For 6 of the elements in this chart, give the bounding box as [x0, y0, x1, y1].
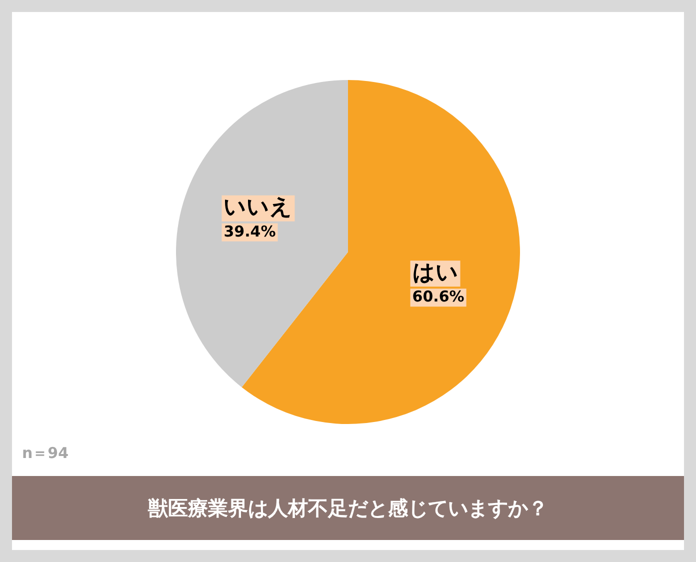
slice-label: はい	[412, 260, 458, 286]
data-label: 60.6%	[412, 288, 464, 306]
slice-label: いいえ	[224, 195, 293, 220]
text: 獣医療業界は人材不足だと感じていますか？	[12, 476, 684, 540]
text: n＝94	[22, 444, 69, 463]
data-label: 39.4%	[224, 222, 276, 240]
